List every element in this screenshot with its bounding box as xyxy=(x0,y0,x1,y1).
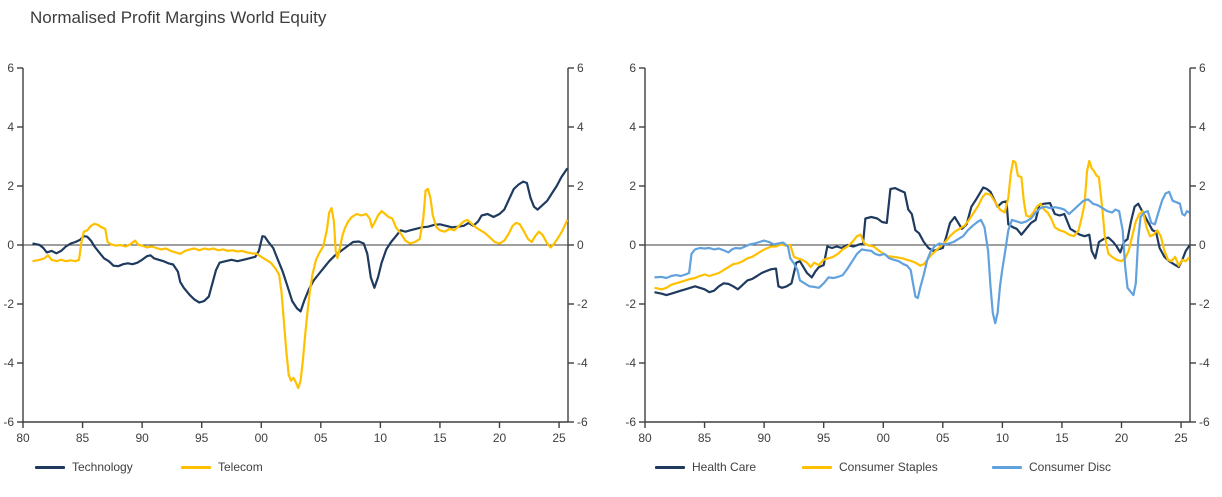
x-tick-label: 95 xyxy=(817,431,831,445)
series-line-technology xyxy=(32,167,569,313)
right-chart: 6 64 42 20 0-2 -2-4 -4-6 -680 85 90 95 00 05 10 15 20 25 xyxy=(625,61,1210,445)
technology-line-swatch xyxy=(35,465,65,469)
telecom-line-swatch xyxy=(181,465,211,469)
y-tick-label: 0 xyxy=(629,238,636,252)
x-tick-label: 20 xyxy=(493,431,507,445)
y-tick-label: 0 xyxy=(7,238,14,252)
y-tick-label: -4 xyxy=(1199,356,1210,370)
legend-item-health-care: Health Care xyxy=(655,459,756,475)
y-tick-label: 6 xyxy=(1199,61,1206,75)
x-tick-label: 95 xyxy=(195,431,209,445)
y-tick-label: 0 xyxy=(577,238,584,252)
x-tick-label: 00 xyxy=(255,431,269,445)
legend-item-technology: Technology xyxy=(35,459,133,475)
y-tick-label: -6 xyxy=(3,415,14,429)
y-tick-label: 6 xyxy=(629,61,636,75)
x-tick-label: 10 xyxy=(996,431,1010,445)
y-tick-label: 0 xyxy=(1199,238,1206,252)
series-line-health-care xyxy=(654,186,1191,297)
page-title: Normalised Profit Margins World Equity xyxy=(30,8,327,27)
x-tick-label: 90 xyxy=(135,431,149,445)
y-tick-label: 6 xyxy=(7,61,14,75)
x-tick-label: 20 xyxy=(1115,431,1129,445)
y-tick-label: -4 xyxy=(3,356,14,370)
legend-item-telecom: Telecom xyxy=(181,459,263,475)
y-tick-label: -6 xyxy=(577,415,588,429)
y-tick-label: -2 xyxy=(3,297,14,311)
y-tick-label: -6 xyxy=(625,415,636,429)
y-tick-label: 4 xyxy=(629,120,636,134)
y-tick-label: -2 xyxy=(577,297,588,311)
x-tick-label: 80 xyxy=(16,431,30,445)
x-tick-label: 25 xyxy=(1174,431,1188,445)
consumer-disc-line-swatch xyxy=(992,465,1022,469)
health-care-line-swatch xyxy=(655,465,685,469)
y-tick-label: 6 xyxy=(577,61,584,75)
y-tick-label: 4 xyxy=(577,120,584,134)
legend-label-health-care: Health Care xyxy=(692,460,757,474)
y-tick-label: -2 xyxy=(1199,297,1210,311)
y-tick-label: 2 xyxy=(577,179,584,193)
x-tick-label: 80 xyxy=(638,431,652,445)
y-tick-label: 4 xyxy=(1199,120,1206,134)
legend-label-consumer-staples: Consumer Staples xyxy=(839,460,938,474)
x-tick-label: 00 xyxy=(877,431,891,445)
legend-label-technology: Technology xyxy=(72,460,133,474)
x-tick-label: 15 xyxy=(433,431,447,445)
x-tick-label: 10 xyxy=(374,431,388,445)
y-tick-label: 4 xyxy=(7,120,14,134)
x-tick-label: 90 xyxy=(757,431,771,445)
series-line-consumer-staples xyxy=(654,159,1191,291)
x-tick-label: 25 xyxy=(552,431,566,445)
x-tick-label: 05 xyxy=(936,431,950,445)
y-tick-label: 2 xyxy=(1199,179,1206,193)
legend-item-consumer-staples: Consumer Staples xyxy=(802,459,938,475)
left-chart: 6 64 42 20 0-2 -2-4 -4-6 -680 85 90 95 00 05 10 15 20 25 xyxy=(3,61,588,445)
consumer-staples-line-swatch xyxy=(802,465,832,469)
y-tick-label: -4 xyxy=(625,356,636,370)
series-line-telecom xyxy=(32,187,569,390)
x-tick-label: 85 xyxy=(76,431,90,445)
x-tick-label: 15 xyxy=(1055,431,1069,445)
y-tick-label: -2 xyxy=(625,297,636,311)
x-tick-label: 85 xyxy=(698,431,712,445)
legend-label-consumer-disc: Consumer Disc xyxy=(1029,460,1112,474)
y-tick-label: 2 xyxy=(629,179,636,193)
y-tick-label: -6 xyxy=(1199,415,1210,429)
series-line-consumer-disc xyxy=(654,190,1190,325)
legend-item-consumer-disc: Consumer Disc xyxy=(992,459,1111,475)
y-tick-label: 2 xyxy=(7,179,14,193)
x-tick-label: 05 xyxy=(314,431,328,445)
legend-label-telecom: Telecom xyxy=(218,460,263,474)
y-tick-label: -4 xyxy=(577,356,588,370)
